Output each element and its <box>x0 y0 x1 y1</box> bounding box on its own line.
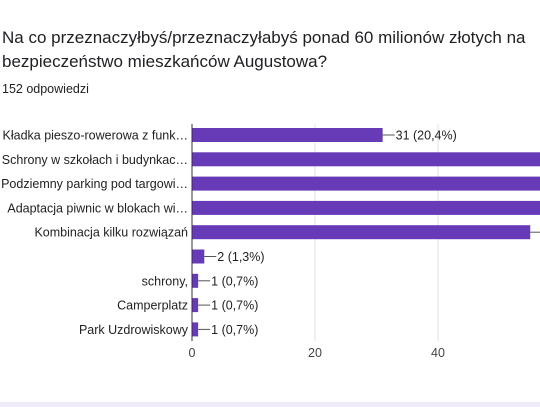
category-label-6: schrony, <box>142 274 188 288</box>
category-label-8: Park Uzdrowiskowy <box>79 323 189 337</box>
bar-0 <box>192 128 383 142</box>
bar-5 <box>192 249 205 264</box>
bar-6 <box>192 273 199 288</box>
value-label-6: 1 (0,7%) <box>211 274 258 288</box>
category-label-2: Podziemny parking pod targowi… <box>1 177 188 191</box>
category-label-7: Camperplatz <box>117 299 188 313</box>
bar-7 <box>192 298 199 313</box>
bar-8 <box>192 322 199 337</box>
value-label-7: 1 (0,7%) <box>211 299 258 313</box>
question-title: Na co przeznaczyłbyś/przeznaczyłabyś pon… <box>2 28 526 71</box>
bar-1 <box>192 152 540 167</box>
x-tick-label-0: 0 <box>189 346 196 360</box>
x-tick-label-1: 20 <box>308 346 322 360</box>
value-label-8: 1 (0,7%) <box>211 323 258 337</box>
bar-3 <box>192 200 540 215</box>
category-label-4: Kombinacja kilku rozwiązań <box>34 226 188 240</box>
page-background-strip <box>0 402 540 407</box>
response-count: 152 odpowiedzi <box>2 82 89 96</box>
category-label-3: Adaptacja piwnic w blokach wi… <box>7 201 188 215</box>
value-label-5: 2 (1,3%) <box>217 250 264 264</box>
bar-2 <box>192 176 540 191</box>
x-tick-label-2: 40 <box>431 346 445 360</box>
value-label-0: 31 (20,4%) <box>396 129 457 143</box>
bar-4 <box>192 225 531 240</box>
category-label-1: Schrony w szkołach i budynkac… <box>2 153 188 167</box>
category-label-0: Kładka pieszo-rowerowa z funk… <box>3 129 189 143</box>
